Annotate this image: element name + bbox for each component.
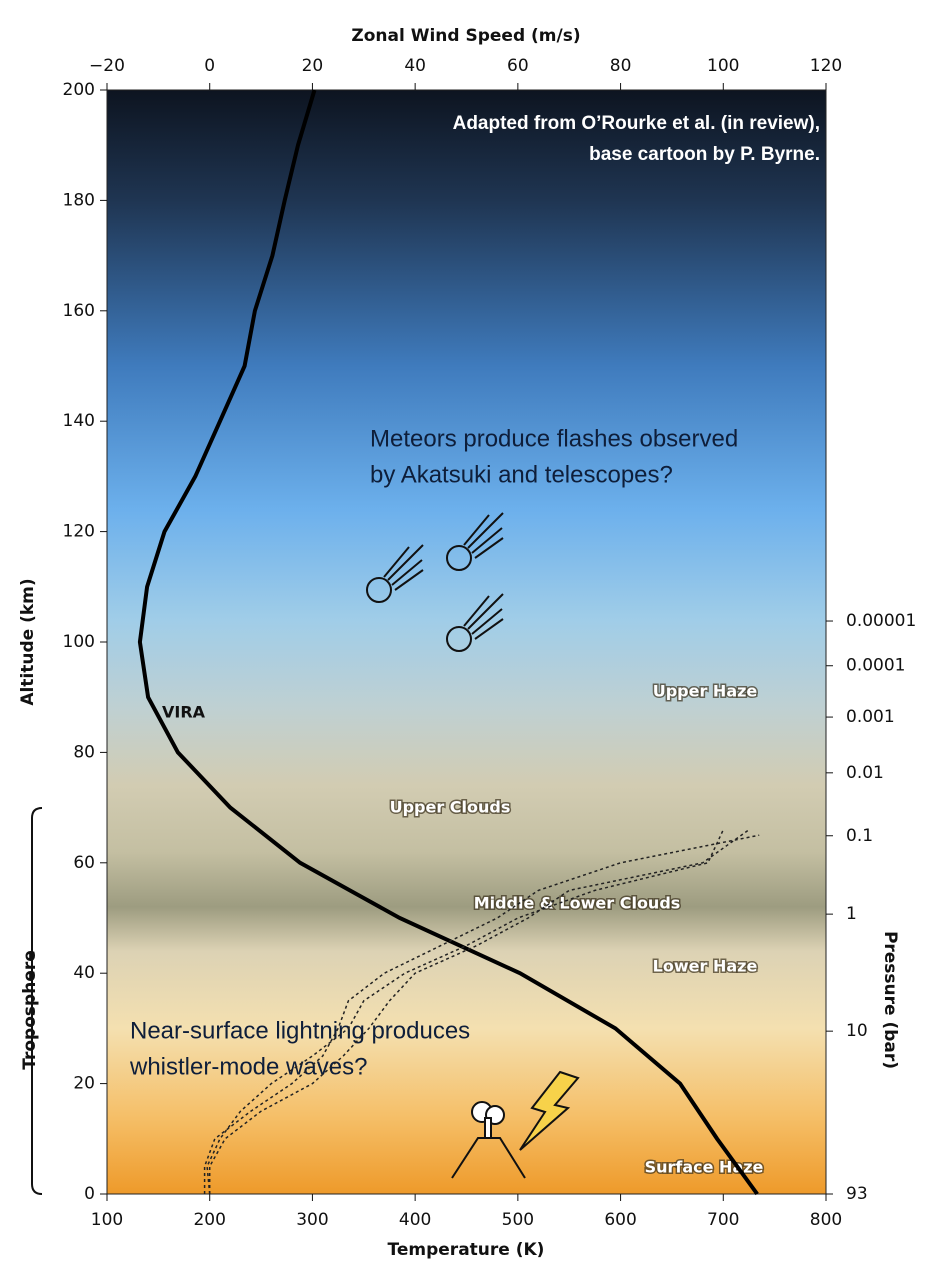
x-tick-label: 100	[91, 1210, 123, 1230]
y-tick-label: 200	[63, 80, 95, 100]
y2-tick-label: 93	[846, 1184, 868, 1204]
x-tick-label: 800	[810, 1210, 842, 1230]
x2-tick-label: 120	[810, 56, 842, 76]
x2-tick-label: 80	[610, 56, 632, 76]
y2-tick-label: 0.00001	[846, 611, 916, 631]
y-tick-label: 20	[73, 1074, 95, 1094]
y-tick-label: 180	[63, 190, 95, 210]
region-label: Upper Clouds	[390, 798, 511, 817]
x-tick-label: 400	[399, 1210, 431, 1230]
troposphere-label: Troposphere	[20, 950, 40, 1069]
region-label: Surface Haze	[645, 1158, 764, 1177]
series-label: VIRA	[162, 703, 206, 722]
troposphere-bracket	[31, 807, 43, 1195]
background	[107, 90, 826, 1194]
annotation: Meteors produce flashes observed	[370, 425, 738, 452]
y2-tick-label: 0.0001	[846, 656, 905, 676]
y2-axis-label: Pressure (bar)	[880, 931, 900, 1069]
region-label: Upper Haze	[653, 682, 758, 701]
y-tick-label: 80	[73, 742, 95, 762]
volcano-lightning	[451, 1070, 580, 1179]
x-tick-label: 500	[502, 1210, 534, 1230]
attribution: Adapted from O’Rourke et al. (in review)…	[453, 113, 820, 134]
wind-profile	[208, 829, 750, 1194]
region-label: Lower Haze	[653, 957, 758, 976]
y-tick-label: 100	[63, 632, 95, 652]
y2-tick-label: 1	[846, 904, 857, 924]
annotation: by Akatsuki and telescopes?	[370, 461, 673, 488]
x-tick-label: 300	[296, 1210, 328, 1230]
y2-tick-label: 10	[846, 1021, 868, 1041]
attribution: base cartoon by P. Byrne.	[589, 144, 820, 165]
x2-axis-label: Zonal Wind Speed (m/s)	[351, 26, 580, 46]
y-tick-label: 40	[73, 963, 95, 983]
x2-tick-label: 20	[302, 56, 324, 76]
x-tick-label: 700	[707, 1210, 739, 1230]
annotation: whistler-mode waves?	[129, 1053, 367, 1080]
y-tick-label: 120	[63, 522, 95, 542]
x2-tick-label: 60	[507, 56, 529, 76]
x2-tick-label: 0	[204, 56, 215, 76]
y2-tick-label: 0.01	[846, 763, 884, 783]
y-tick-label: 60	[73, 853, 95, 873]
meteors	[366, 512, 504, 652]
y-axis-label: Altitude (km)	[18, 578, 38, 705]
y-tick-label: 160	[63, 301, 95, 321]
region-label: Middle & Lower Clouds	[474, 894, 681, 913]
x-axis-label: Temperature (K)	[388, 1240, 545, 1260]
temperature-profile	[137, 89, 759, 1196]
x-tick-label: 600	[604, 1210, 636, 1230]
y2-tick-label: 0.1	[846, 826, 873, 846]
x2-tick-label: 100	[707, 56, 739, 76]
y2-tick-label: 0.001	[846, 707, 895, 727]
x2-tick-label: 40	[404, 56, 426, 76]
y-tick-label: 140	[63, 411, 95, 431]
annotation: Near-surface lightning produces	[130, 1017, 470, 1044]
y-tick-label: 0	[84, 1184, 95, 1204]
x-tick-label: 200	[193, 1210, 225, 1230]
x2-tick-label: −20	[89, 56, 125, 76]
